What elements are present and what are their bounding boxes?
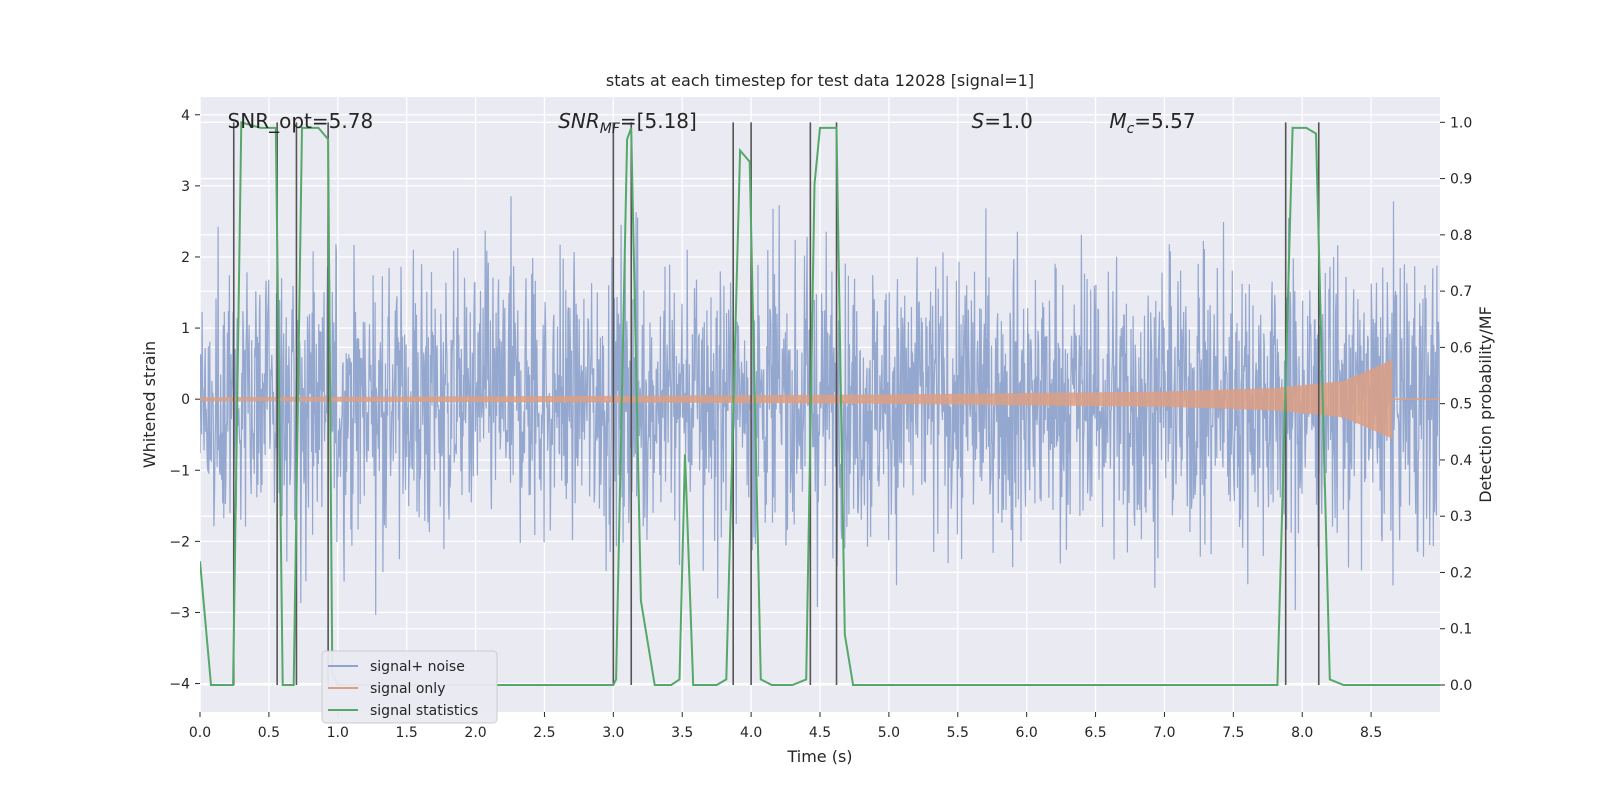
- right-y-tick-label: 0.4: [1450, 453, 1472, 469]
- signal-statistics-series: [200, 120, 1440, 686]
- x-tick-label: 7.0: [1153, 725, 1175, 741]
- x-tick-label: 4.0: [740, 725, 762, 741]
- y-tick-label: −4: [169, 677, 190, 693]
- y-tick-label: 4: [181, 108, 190, 124]
- legend-label: signal only: [370, 681, 445, 697]
- legend-box: [321, 650, 498, 724]
- right-y-tick-label: 0.9: [1450, 172, 1472, 188]
- x-tick-label: 5.5: [947, 725, 969, 741]
- x-tick-label: 4.5: [809, 725, 831, 741]
- right-y-tick-label: 0.2: [1450, 565, 1472, 581]
- signal-only-series: [200, 359, 1440, 440]
- annotation-snr-opt: SNR_opt=5.78: [228, 109, 374, 133]
- x-tick-label: 0.0: [189, 725, 211, 741]
- right-y-tick-label: 0.0: [1450, 678, 1472, 694]
- x-tick-label: 0.5: [258, 725, 280, 741]
- legend: signal+ noise signal only signal statistic…: [321, 650, 498, 724]
- annotation-s: S=1.0: [972, 109, 1033, 133]
- signal-noise-series: [200, 196, 1440, 616]
- chirp-band: [200, 359, 1393, 440]
- y-tick-label: −3: [169, 605, 190, 621]
- y-tick-label: 1: [181, 321, 190, 337]
- legend-label: signal+ noise: [370, 659, 465, 675]
- right-y-tick-label: 0.1: [1450, 622, 1472, 638]
- y-axis-ticks: −4 −3 −2 −1 0 1 2 3 4: [169, 108, 200, 693]
- right-y-tick-label: 0.7: [1450, 284, 1472, 300]
- annotation-mc: Mc=5.57: [1109, 109, 1195, 137]
- x-tick-label: 6.0: [1016, 725, 1038, 741]
- noise-line: [200, 196, 1440, 616]
- x-axis-ticks: 0.0 0.5 1.0 1.5 2.0 2.5 3.0 3.5 4.0 4.5 5.0 5.5 6.0 6…: [189, 712, 1382, 741]
- x-tick-label: 1.5: [396, 725, 418, 741]
- y-axis-label: Whitened strain: [140, 341, 159, 468]
- x-tick-label: 3.0: [602, 725, 624, 741]
- x-tick-label: 3.5: [671, 725, 693, 741]
- right-y-tick-label: 0.8: [1450, 228, 1472, 244]
- legend-label: signal statistics: [370, 703, 478, 719]
- x-tick-label: 2.0: [464, 725, 486, 741]
- y-tick-label: −1: [169, 463, 190, 479]
- x-tick-label: 2.5: [533, 725, 555, 741]
- right-y-tick-label: 0.3: [1450, 509, 1472, 525]
- y-tick-label: −2: [169, 534, 190, 550]
- x-tick-label: 1.0: [327, 725, 349, 741]
- x-tick-label: 5.0: [878, 725, 900, 741]
- right-y-tick-label: 0.5: [1450, 397, 1472, 413]
- y-tick-label: 0: [181, 392, 190, 408]
- right-y-tick-label: 1.0: [1450, 115, 1472, 131]
- right-y-tick-label: 0.6: [1450, 340, 1472, 356]
- x-tick-label: 7.5: [1222, 725, 1244, 741]
- y-tick-label: 3: [181, 179, 190, 195]
- y-tick-label: 2: [181, 250, 190, 266]
- right-y-axis-label: Detection probability/MF: [1476, 306, 1495, 503]
- right-y-axis-ticks: 0.0 0.1 0.2 0.3 0.4 0.5 0.6 0.7 0.8 0.9 1.0: [1440, 115, 1472, 694]
- statistics-line: [200, 120, 1440, 686]
- chart-title: stats at each timestep for test data 120…: [606, 71, 1034, 90]
- annotation-snr-mf: SNRMF=[5.18]: [558, 109, 697, 137]
- annotations: SNR_opt=5.78 SNRMF=[5.18] S=1.0 Mc=5.57: [228, 109, 1196, 137]
- x-tick-label: 6.5: [1084, 725, 1106, 741]
- x-tick-label: 8.5: [1360, 725, 1382, 741]
- x-axis-label: Time (s): [786, 747, 852, 766]
- x-tick-label: 8.0: [1291, 725, 1313, 741]
